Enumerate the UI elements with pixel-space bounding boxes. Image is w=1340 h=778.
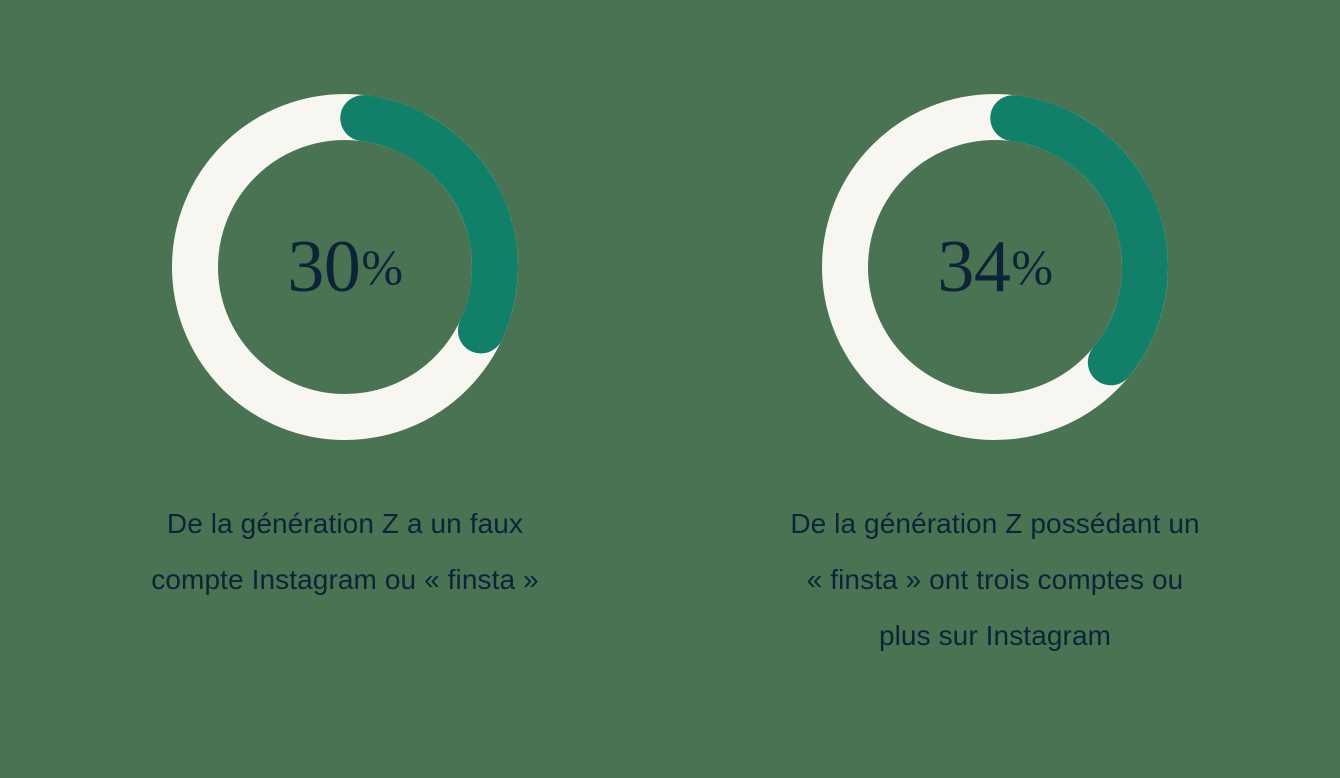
caption-line: compte Instagram ou « finsta »	[151, 564, 539, 595]
caption-line: De la génération Z a un faux	[166, 508, 524, 539]
caption-finsta-multiple-accounts: De la génération Z possédant un « finsta…	[725, 496, 1265, 664]
stat-block-finsta-multiple-accounts: 34 % De la génération Z possédant un « f…	[670, 94, 1320, 664]
donut-chart-30: 30 %	[172, 94, 518, 440]
caption-finsta-ownership: De la génération Z a un faux compte Inst…	[85, 496, 605, 608]
donut-arc-30	[172, 94, 518, 440]
stat-block-finsta-ownership: 30 % De la génération Z a un faux compte…	[20, 94, 670, 608]
donut-chart-34: 34 %	[822, 94, 1168, 440]
donut-arc-34	[822, 94, 1168, 440]
donut-svg-34	[822, 94, 1168, 440]
caption-line: plus sur Instagram	[878, 620, 1112, 651]
donut-svg-30	[172, 94, 518, 440]
caption-line: De la génération Z possédant un	[790, 508, 1200, 539]
caption-line: « finsta » ont trois comptes ou	[806, 564, 1184, 595]
